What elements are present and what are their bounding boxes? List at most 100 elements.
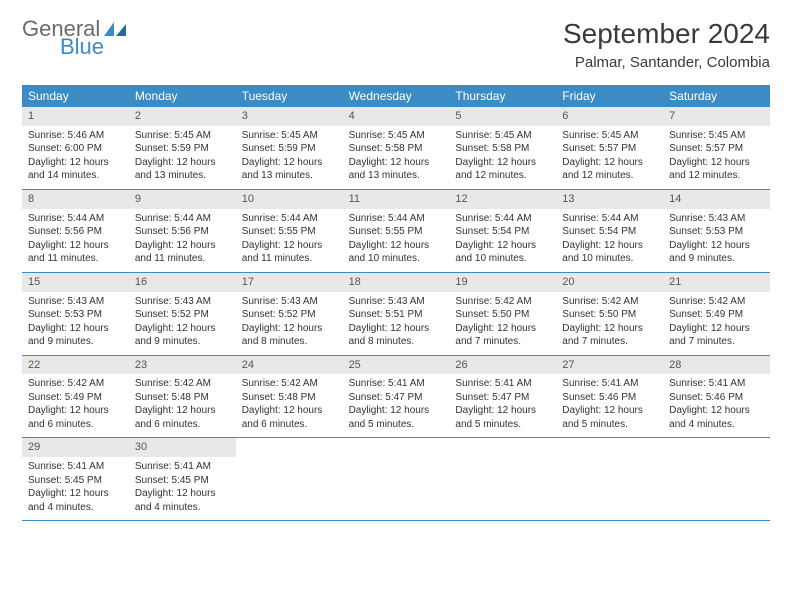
daylight-text: Daylight: 12 hours (669, 156, 764, 170)
day-body: Sunrise: 5:42 AMSunset: 5:49 PMDaylight:… (663, 292, 770, 355)
day-cell: 30Sunrise: 5:41 AMSunset: 5:45 PMDayligh… (129, 438, 236, 520)
day-number: 28 (663, 356, 770, 375)
day-number: 9 (129, 190, 236, 209)
day-number: 8 (22, 190, 129, 209)
day-cell: .. (449, 438, 556, 520)
day-body: Sunrise: 5:45 AMSunset: 5:58 PMDaylight:… (343, 126, 450, 189)
day-cell: 22Sunrise: 5:42 AMSunset: 5:49 PMDayligh… (22, 356, 129, 438)
day-cell: 4Sunrise: 5:45 AMSunset: 5:58 PMDaylight… (343, 107, 450, 189)
day-body: Sunrise: 5:41 AMSunset: 5:46 PMDaylight:… (663, 374, 770, 437)
sunset-text: Sunset: 5:53 PM (28, 308, 123, 322)
daylight-text: Daylight: 12 hours (455, 239, 550, 253)
daylight-text: and 6 minutes. (135, 418, 230, 432)
day-body: Sunrise: 5:44 AMSunset: 5:55 PMDaylight:… (236, 209, 343, 272)
daylight-text: and 12 minutes. (455, 169, 550, 183)
day-cell: 10Sunrise: 5:44 AMSunset: 5:55 PMDayligh… (236, 190, 343, 272)
sunset-text: Sunset: 5:50 PM (562, 308, 657, 322)
sunrise-text: Sunrise: 5:41 AM (135, 460, 230, 474)
sunset-text: Sunset: 5:54 PM (455, 225, 550, 239)
daylight-text: and 7 minutes. (455, 335, 550, 349)
day-body: Sunrise: 5:41 AMSunset: 5:46 PMDaylight:… (556, 374, 663, 437)
day-cell: 5 Sunrise: 5:45 AMSunset: 5:58 PMDaylight… (449, 107, 556, 189)
daylight-text: Daylight: 12 hours (455, 156, 550, 170)
daylight-text: Daylight: 12 hours (562, 322, 657, 336)
daylight-text: and 7 minutes. (669, 335, 764, 349)
daylight-text: Daylight: 12 hours (135, 487, 230, 501)
day-header: Saturday (663, 85, 770, 107)
day-body: Sunrise: 5:45 AMSunset: 5:59 PMDaylight:… (236, 126, 343, 189)
sunrise-text: Sunrise: 5:41 AM (455, 377, 550, 391)
sunset-text: Sunset: 5:58 PM (349, 142, 444, 156)
daylight-text: and 13 minutes. (349, 169, 444, 183)
sunrise-text: Sunrise: 5:45 AM (349, 129, 444, 143)
daylight-text: Daylight: 12 hours (562, 239, 657, 253)
daylight-text: and 11 minutes. (135, 252, 230, 266)
calendar: SundayMondayTuesdayWednesdayThursdayFrid… (22, 85, 770, 521)
sunrise-text: Sunrise: 5:42 AM (455, 295, 550, 309)
sunrise-text: Sunrise: 5:45 AM (455, 129, 550, 143)
day-cell: 16Sunrise: 5:43 AMSunset: 5:52 PMDayligh… (129, 273, 236, 355)
daylight-text: Daylight: 12 hours (28, 156, 123, 170)
sunset-text: Sunset: 5:48 PM (242, 391, 337, 405)
day-header: Wednesday (343, 85, 450, 107)
day-body: Sunrise: 5:41 AMSunset: 5:45 PMDaylight:… (22, 457, 129, 520)
daylight-text: Daylight: 12 hours (669, 404, 764, 418)
day-cell: 18Sunrise: 5:43 AMSunset: 5:51 PMDayligh… (343, 273, 450, 355)
day-body: Sunrise: 5:43 AMSunset: 5:53 PMDaylight:… (22, 292, 129, 355)
daylight-text: and 11 minutes. (28, 252, 123, 266)
day-body: Sunrise: 5:44 AMSunset: 5:54 PMDaylight:… (449, 209, 556, 272)
sunset-text: Sunset: 5:56 PM (135, 225, 230, 239)
sunset-text: Sunset: 5:58 PM (455, 142, 550, 156)
sunrise-text: Sunrise: 5:44 AM (349, 212, 444, 226)
sunset-text: Sunset: 5:54 PM (562, 225, 657, 239)
daylight-text: and 8 minutes. (242, 335, 337, 349)
day-number: 12 (449, 190, 556, 209)
day-number: 17 (236, 273, 343, 292)
daylight-text: Daylight: 12 hours (135, 404, 230, 418)
weeks-container: 1Sunrise: 5:46 AMSunset: 6:00 PMDaylight… (22, 107, 770, 521)
daylight-text: and 13 minutes. (242, 169, 337, 183)
daylight-text: and 5 minutes. (349, 418, 444, 432)
sunrise-text: Sunrise: 5:44 AM (562, 212, 657, 226)
daylight-text: and 12 minutes. (562, 169, 657, 183)
daylight-text: and 10 minutes. (349, 252, 444, 266)
day-number: 27 (556, 356, 663, 375)
week-row: 1Sunrise: 5:46 AMSunset: 6:00 PMDaylight… (22, 107, 770, 190)
day-cell: 7Sunrise: 5:45 AMSunset: 5:57 PMDaylight… (663, 107, 770, 189)
day-cell: 6Sunrise: 5:45 AMSunset: 5:57 PMDaylight… (556, 107, 663, 189)
day-cell: 3Sunrise: 5:45 AMSunset: 5:59 PMDaylight… (236, 107, 343, 189)
daylight-text: Daylight: 12 hours (669, 239, 764, 253)
day-body: Sunrise: 5:43 AMSunset: 5:51 PMDaylight:… (343, 292, 450, 355)
daylight-text: and 4 minutes. (28, 501, 123, 515)
day-cell: 26Sunrise: 5:41 AMSunset: 5:47 PMDayligh… (449, 356, 556, 438)
week-row: 29Sunrise: 5:41 AMSunset: 5:45 PMDayligh… (22, 438, 770, 521)
daylight-text: Daylight: 12 hours (349, 404, 444, 418)
daylight-text: and 14 minutes. (28, 169, 123, 183)
day-number: 5 (449, 107, 556, 126)
sunset-text: Sunset: 5:45 PM (28, 474, 123, 488)
day-number: 7 (663, 107, 770, 126)
sunrise-text: Sunrise: 5:44 AM (242, 212, 337, 226)
day-header: Monday (129, 85, 236, 107)
sunrise-text: Sunrise: 5:41 AM (562, 377, 657, 391)
daylight-text: and 9 minutes. (28, 335, 123, 349)
sunset-text: Sunset: 5:46 PM (562, 391, 657, 405)
sunrise-text: Sunrise: 5:45 AM (562, 129, 657, 143)
day-header: Tuesday (236, 85, 343, 107)
day-number: 2 (129, 107, 236, 126)
daylight-text: Daylight: 12 hours (135, 239, 230, 253)
daylight-text: Daylight: 12 hours (455, 322, 550, 336)
day-body: Sunrise: 5:42 AMSunset: 5:50 PMDaylight:… (449, 292, 556, 355)
day-cell: 15Sunrise: 5:43 AMSunset: 5:53 PMDayligh… (22, 273, 129, 355)
daylight-text: Daylight: 12 hours (562, 404, 657, 418)
day-body: Sunrise: 5:44 AMSunset: 5:55 PMDaylight:… (343, 209, 450, 272)
sunset-text: Sunset: 5:53 PM (669, 225, 764, 239)
day-body: Sunrise: 5:45 AMSunset: 5:59 PMDaylight:… (129, 126, 236, 189)
logo: General Blue (22, 18, 126, 58)
sunset-text: Sunset: 5:49 PM (669, 308, 764, 322)
day-number: 21 (663, 273, 770, 292)
week-row: 8Sunrise: 5:44 AMSunset: 5:56 PMDaylight… (22, 190, 770, 273)
daylight-text: and 10 minutes. (455, 252, 550, 266)
daylight-text: and 6 minutes. (28, 418, 123, 432)
daylight-text: and 4 minutes. (669, 418, 764, 432)
